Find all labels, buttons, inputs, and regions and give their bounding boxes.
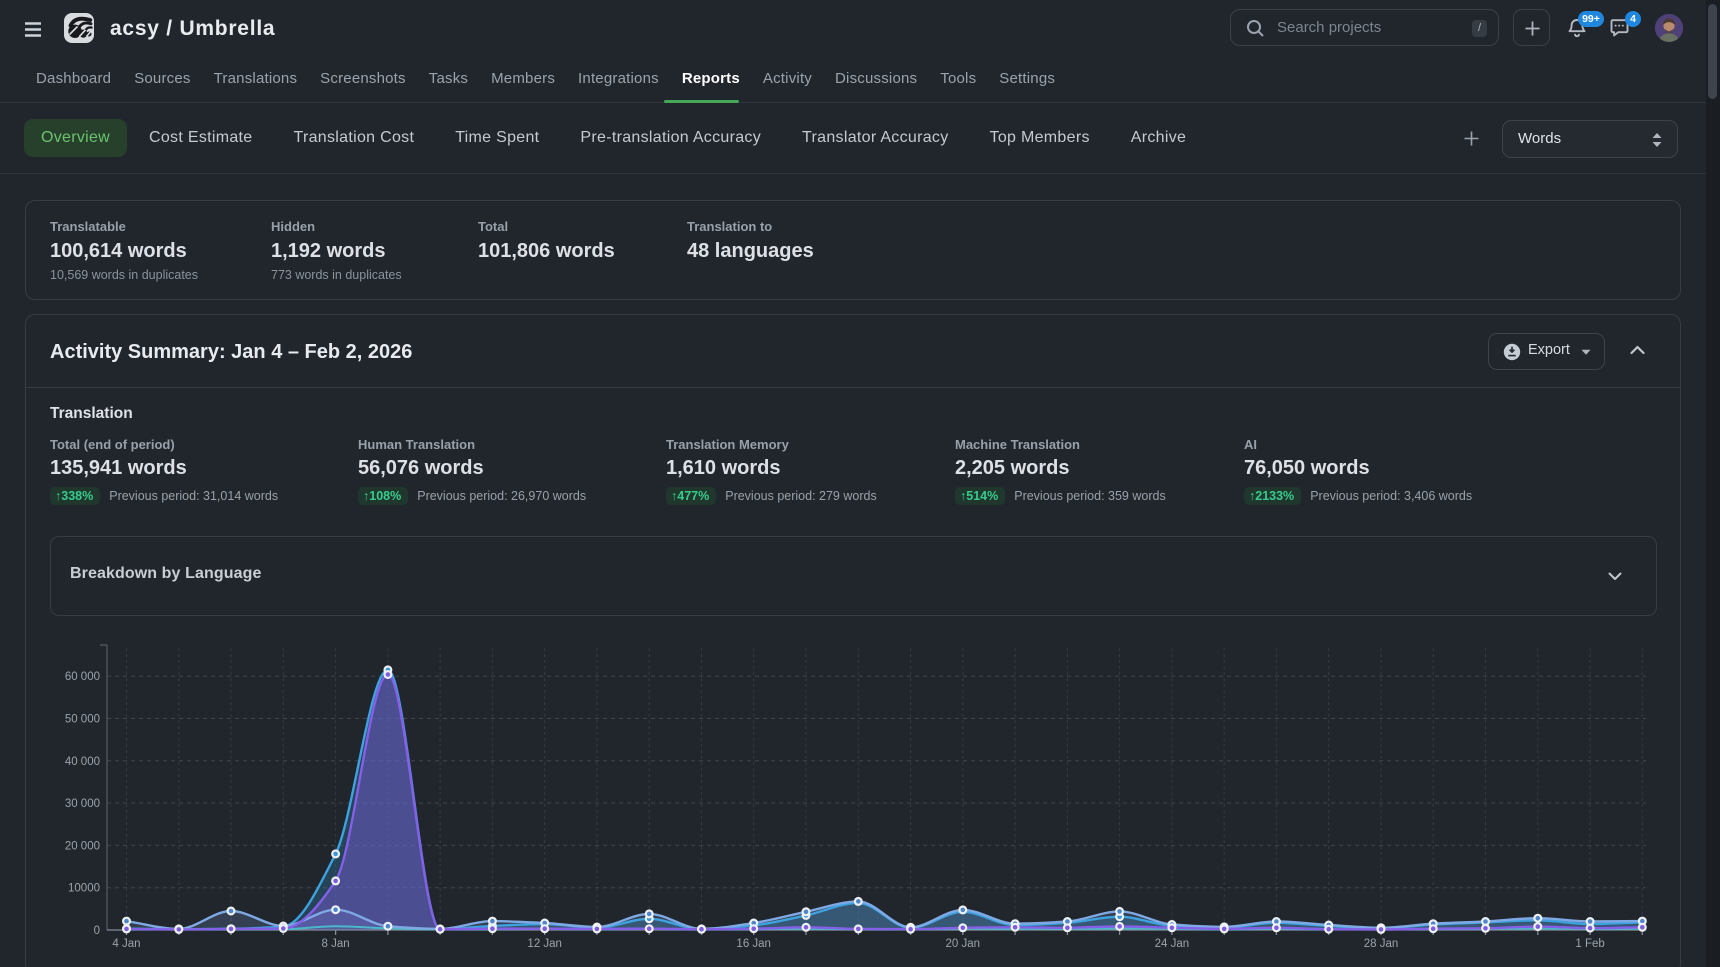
svg-text:20 Jan: 20 Jan: [946, 938, 981, 950]
svg-text:30 000: 30 000: [65, 798, 100, 810]
svg-text:28 Jan: 28 Jan: [1364, 938, 1399, 950]
svg-text:4 Jan: 4 Jan: [112, 938, 140, 950]
svg-text:8 Jan: 8 Jan: [322, 938, 350, 950]
svg-text:50 000: 50 000: [65, 714, 100, 726]
svg-text:24 Jan: 24 Jan: [1155, 938, 1190, 950]
svg-text:0: 0: [94, 925, 100, 937]
svg-text:16 Jan: 16 Jan: [736, 938, 771, 950]
svg-text:10000: 10000: [68, 883, 100, 895]
svg-text:20 000: 20 000: [65, 840, 100, 852]
svg-text:1 Feb: 1 Feb: [1575, 938, 1604, 950]
svg-text:40 000: 40 000: [65, 756, 100, 768]
svg-text:60 000: 60 000: [65, 671, 100, 683]
svg-text:12 Jan: 12 Jan: [527, 938, 562, 950]
